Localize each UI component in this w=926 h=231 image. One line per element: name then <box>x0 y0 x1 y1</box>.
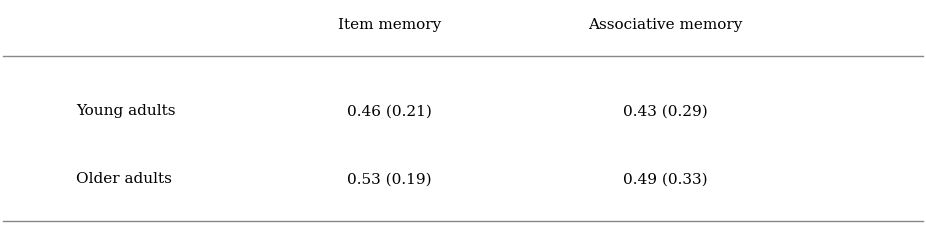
Text: Item memory: Item memory <box>338 18 441 32</box>
Text: Young adults: Young adults <box>77 104 176 118</box>
Text: 0.43 (0.29): 0.43 (0.29) <box>623 104 707 118</box>
Text: 0.49 (0.33): 0.49 (0.33) <box>623 172 707 185</box>
Text: 0.53 (0.19): 0.53 (0.19) <box>347 172 432 185</box>
Text: Associative memory: Associative memory <box>588 18 743 32</box>
Text: 0.46 (0.21): 0.46 (0.21) <box>347 104 432 118</box>
Text: Older adults: Older adults <box>77 172 172 185</box>
